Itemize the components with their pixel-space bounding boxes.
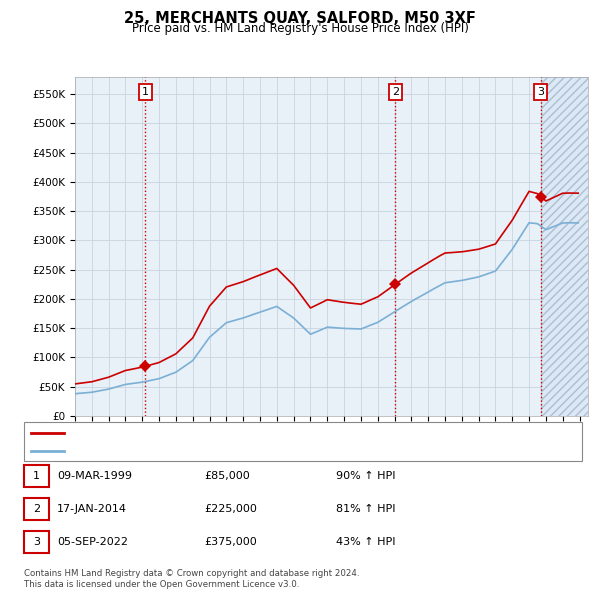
Text: 90% ↑ HPI: 90% ↑ HPI [336,471,395,481]
Text: Price paid vs. HM Land Registry's House Price Index (HPI): Price paid vs. HM Land Registry's House … [131,22,469,35]
Text: HPI: Average price, semi-detached house, Salford: HPI: Average price, semi-detached house,… [70,445,317,455]
Text: 43% ↑ HPI: 43% ↑ HPI [336,537,395,547]
Text: 17-JAN-2014: 17-JAN-2014 [57,504,127,514]
Text: 25, MERCHANTS QUAY, SALFORD, M50 3XF: 25, MERCHANTS QUAY, SALFORD, M50 3XF [124,11,476,25]
Text: 09-MAR-1999: 09-MAR-1999 [57,471,132,481]
Text: £225,000: £225,000 [204,504,257,514]
Bar [541,77,588,416]
Text: 3: 3 [537,87,544,97]
Text: Contains HM Land Registry data © Crown copyright and database right 2024.
This d: Contains HM Land Registry data © Crown c… [24,569,359,589]
Text: 2: 2 [33,504,40,514]
Text: £375,000: £375,000 [204,537,257,547]
Bar [541,77,588,416]
Text: 3: 3 [33,537,40,547]
Text: 2: 2 [392,87,399,97]
Text: 25, MERCHANTS QUAY, SALFORD, M50 3XF (semi-detached house): 25, MERCHANTS QUAY, SALFORD, M50 3XF (se… [70,428,403,438]
Text: 1: 1 [33,471,40,481]
Text: 05-SEP-2022: 05-SEP-2022 [57,537,128,547]
Text: 81% ↑ HPI: 81% ↑ HPI [336,504,395,514]
Text: £85,000: £85,000 [204,471,250,481]
Text: 1: 1 [142,87,149,97]
